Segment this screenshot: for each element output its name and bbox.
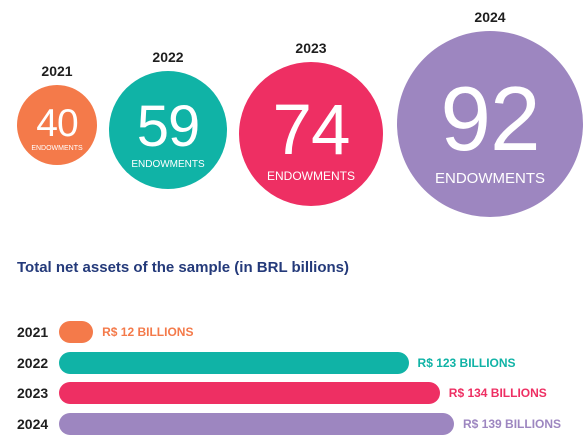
bar-value-label-2022: R$ 123 BILLIONS: [417, 356, 516, 370]
bubble-caption-2023: ENDOWMENTS: [267, 169, 355, 183]
bar-2022: [59, 352, 409, 374]
bar-year-label-2023: 2023: [17, 385, 49, 401]
bubble-2024: 92 ENDOWMENTS: [397, 31, 583, 217]
bubble-value-2024: 92: [440, 68, 540, 170]
bubble-value-2023: 74: [272, 91, 351, 170]
bar-year-label-2024: 2024: [17, 416, 49, 432]
bubble-caption-2022: ENDOWMENTS: [131, 158, 205, 170]
bar-2021: [59, 321, 94, 343]
bubble-2022: 59 ENDOWMENTS: [109, 71, 227, 189]
bubble-caption-2021: ENDOWMENTS: [31, 144, 83, 152]
bubble-year-label-2021: 2021: [41, 63, 73, 79]
bar-year-label-2022: 2022: [17, 355, 49, 371]
bubble-2023: 74 ENDOWMENTS: [239, 62, 383, 206]
bubble-year-label-2023: 2023: [295, 40, 327, 56]
net-assets-chart-title: Total net assets of the sample (in BRL b…: [17, 259, 349, 276]
bubble-year-label-2022: 2022: [152, 49, 184, 65]
bar-value-label-2024: R$ 139 BILLIONS: [463, 417, 562, 431]
bubble-year-label-2024: 2024: [474, 9, 506, 25]
bar-2024: [59, 413, 454, 435]
bubble-caption-2024: ENDOWMENTS: [435, 169, 545, 187]
bar-value-label-2023: R$ 134 BILLIONS: [448, 386, 547, 400]
bar-2023: [59, 382, 440, 404]
bubble-2021: 40 ENDOWMENTS: [17, 85, 97, 165]
bubble-value-2021: 40: [36, 101, 78, 145]
bubble-value-2022: 59: [136, 93, 201, 159]
bar-year-label-2021: 2021: [17, 324, 49, 340]
bar-value-label-2021: R$ 12 BILLIONS: [102, 325, 194, 339]
